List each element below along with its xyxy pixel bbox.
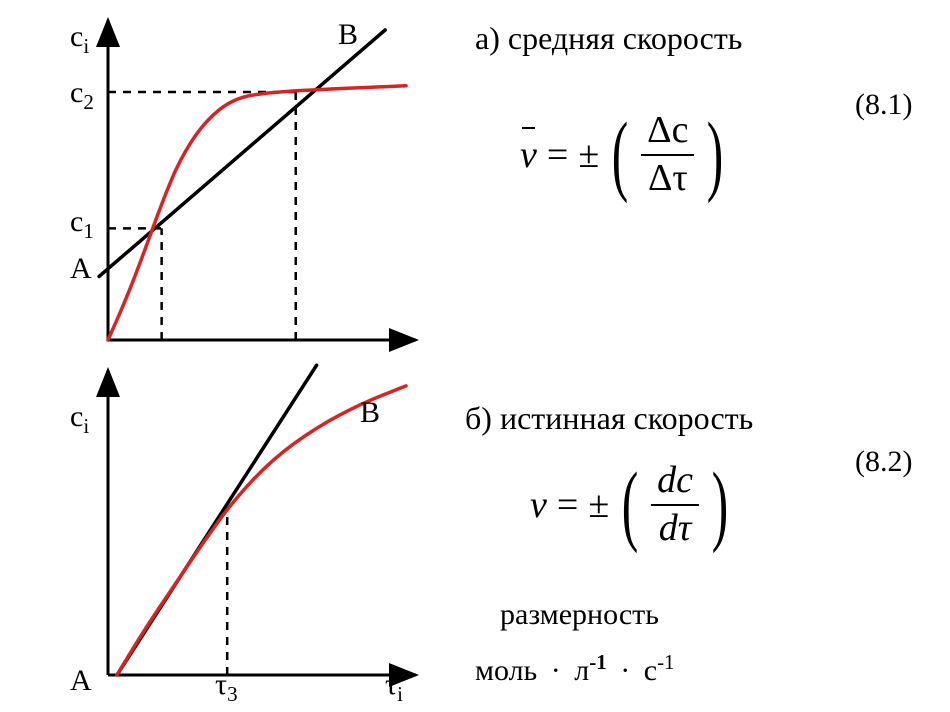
dimension-units: моль · л-1 · с-1 [475, 650, 675, 688]
t3-sub: 3 [227, 682, 238, 706]
unit-s-exp: -1 [657, 650, 675, 674]
plot-bottom-ylabel: ci [70, 400, 89, 439]
ti-t: τ [385, 668, 397, 701]
eqnum-8-2: (8.2) [855, 445, 912, 479]
eq1-rparen: ) [707, 110, 723, 200]
eq1-eq: = [547, 133, 568, 177]
ci-sub: i [83, 34, 89, 58]
eq1-v: v [520, 133, 537, 177]
unit-dot2: · [620, 654, 630, 687]
ti-sub: i [397, 682, 403, 706]
figure-root: ci c2 c1 A B ci A B τ3 τi а) средняя ско… [0, 0, 950, 712]
a-label: A [70, 252, 92, 285]
unit-dot1: · [551, 654, 561, 687]
eq1-lparen: ( [612, 110, 628, 200]
eq1-den: Δτ [642, 158, 694, 200]
b-label: B [338, 18, 358, 51]
equation-8-2: v = ± ( dc dτ ) [530, 460, 735, 550]
unit-s: с [644, 654, 657, 687]
bb-label: B [360, 396, 380, 429]
t3-t: τ [215, 668, 227, 701]
unit-mol: моль [475, 654, 537, 687]
heading-a: а) средняя скорость [475, 20, 742, 57]
c1-c: c [70, 205, 83, 238]
plot-bottom-tau3: τ3 [215, 668, 238, 707]
c1-sub: 1 [83, 219, 94, 243]
plot-bottom-xlabel: τi [385, 668, 403, 707]
unit-l: л [574, 654, 589, 687]
plot-bottom-A: A [70, 664, 92, 698]
eq1-pm: ± [578, 133, 599, 177]
eq2-v: v [530, 483, 547, 527]
plot-top-ylabel: ci [70, 20, 89, 59]
dimension-word: размерность [500, 598, 659, 632]
cib-c: c [70, 400, 83, 433]
heading-b: б) истинная скорость [465, 400, 753, 437]
plot-top-A: A [70, 252, 92, 286]
plot-top-c2: c2 [70, 76, 94, 115]
eqnum-8-1: (8.1) [855, 88, 912, 122]
eq2-pm: ± [588, 483, 609, 527]
eq2-frac: dc dτ [651, 460, 699, 550]
unit-l-exp: -1 [589, 650, 607, 674]
c2-c: c [70, 76, 83, 109]
ab-label: A [70, 664, 92, 697]
eq2-eq: = [557, 483, 578, 527]
cib-sub: i [83, 414, 89, 438]
eq1-num: Δc [641, 110, 694, 152]
plot-bottom-svg [0, 0, 430, 712]
plot-top-c1: c1 [70, 205, 94, 244]
ci-c: c [70, 20, 83, 53]
eq1-frac: Δc Δτ [641, 110, 694, 200]
equation-8-1: v = ± ( Δc Δτ ) [520, 110, 730, 200]
plot-bottom-B: B [360, 396, 380, 430]
eq2-den: dτ [653, 508, 698, 550]
eq2-rparen: ) [712, 460, 728, 550]
plot-top-B: B [338, 18, 358, 52]
c2-sub: 2 [83, 90, 94, 114]
eq2-lparen: ( [622, 460, 638, 550]
eq2-num: dc [651, 460, 699, 502]
